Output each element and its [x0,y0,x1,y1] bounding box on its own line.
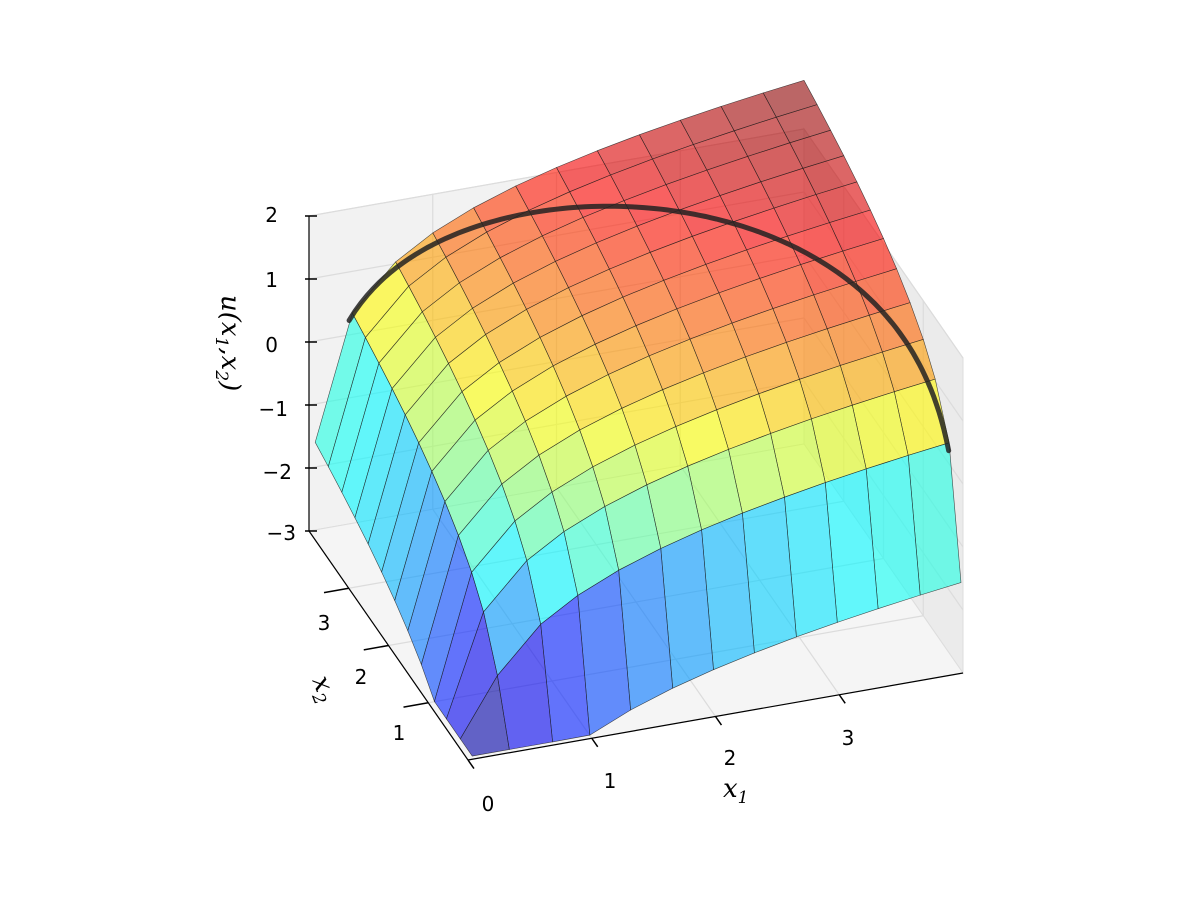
y-tick-mark [323,587,349,594]
z-tick-label: 2 [265,203,278,227]
x-tick-label: 1 [604,769,617,793]
y-tick-label: 3 [318,611,331,635]
z-axis-label: u(x1,x2) [211,295,245,391]
x-tick-mark [591,737,599,748]
y-tick-mark [403,702,429,708]
constraint-curve-line [346,203,952,454]
z-tick-label: 0 [265,333,278,357]
y-tick-label: 2 [355,665,368,689]
y-tick-mark [363,644,389,651]
y-tick-label: 1 [393,721,406,745]
utility-surface [314,79,962,757]
z-tick-label: −1 [259,397,288,421]
x-tick-label: 0 [482,792,495,816]
x-tick-label: 3 [842,726,855,750]
surface-cell [459,674,510,757]
x-tick-mark [467,759,475,770]
z-tick-label: 1 [265,268,278,292]
constraint-curve [346,203,952,454]
axis-lines [305,215,964,770]
z-tick-label: −3 [267,521,296,545]
x-tick-mark [714,716,723,726]
x-tick-label: 2 [724,746,737,770]
x-tick-mark [838,694,846,704]
z-tick-label: −2 [263,460,292,484]
x-axis-label: x1 [723,774,749,808]
y-axis-label: x2 [302,671,343,707]
